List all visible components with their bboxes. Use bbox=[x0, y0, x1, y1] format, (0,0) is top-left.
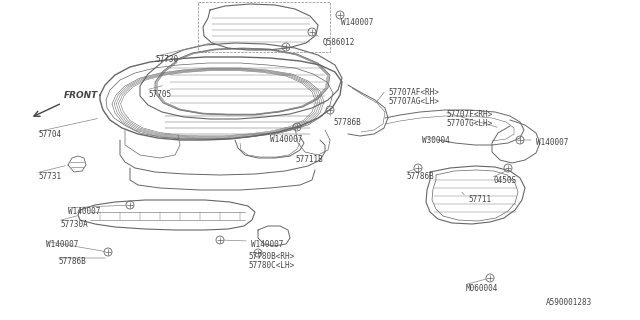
Text: W30004: W30004 bbox=[422, 136, 450, 145]
Text: 0450S: 0450S bbox=[493, 176, 516, 185]
Text: W140007: W140007 bbox=[341, 18, 373, 27]
Text: 57786B: 57786B bbox=[333, 118, 361, 127]
Text: 57707G<LH>: 57707G<LH> bbox=[446, 119, 492, 128]
Text: W140007: W140007 bbox=[68, 207, 100, 216]
Text: 57730A: 57730A bbox=[60, 220, 88, 229]
Text: 57730: 57730 bbox=[155, 55, 178, 64]
Text: A590001283: A590001283 bbox=[546, 298, 592, 307]
Text: W140007: W140007 bbox=[251, 240, 284, 249]
Text: 57707AG<LH>: 57707AG<LH> bbox=[388, 97, 439, 106]
Text: W140007: W140007 bbox=[536, 138, 568, 147]
Text: M060004: M060004 bbox=[466, 284, 499, 293]
Text: 57786B: 57786B bbox=[406, 172, 434, 181]
Text: 57707AF<RH>: 57707AF<RH> bbox=[388, 88, 439, 97]
Text: Q586012: Q586012 bbox=[323, 38, 355, 47]
Text: 57780C<LH>: 57780C<LH> bbox=[248, 261, 294, 270]
Text: 57780B<RH>: 57780B<RH> bbox=[248, 252, 294, 261]
Text: 57711B: 57711B bbox=[295, 155, 323, 164]
Text: 57731: 57731 bbox=[38, 172, 61, 181]
Text: 57786B: 57786B bbox=[58, 257, 86, 266]
Text: 57704: 57704 bbox=[38, 130, 61, 139]
Text: 57707F<RH>: 57707F<RH> bbox=[446, 110, 492, 119]
Text: FRONT: FRONT bbox=[64, 91, 99, 100]
Text: W140007: W140007 bbox=[270, 135, 302, 144]
Text: 57705: 57705 bbox=[148, 90, 171, 99]
Text: W140007: W140007 bbox=[46, 240, 78, 249]
Text: 57711: 57711 bbox=[468, 195, 491, 204]
